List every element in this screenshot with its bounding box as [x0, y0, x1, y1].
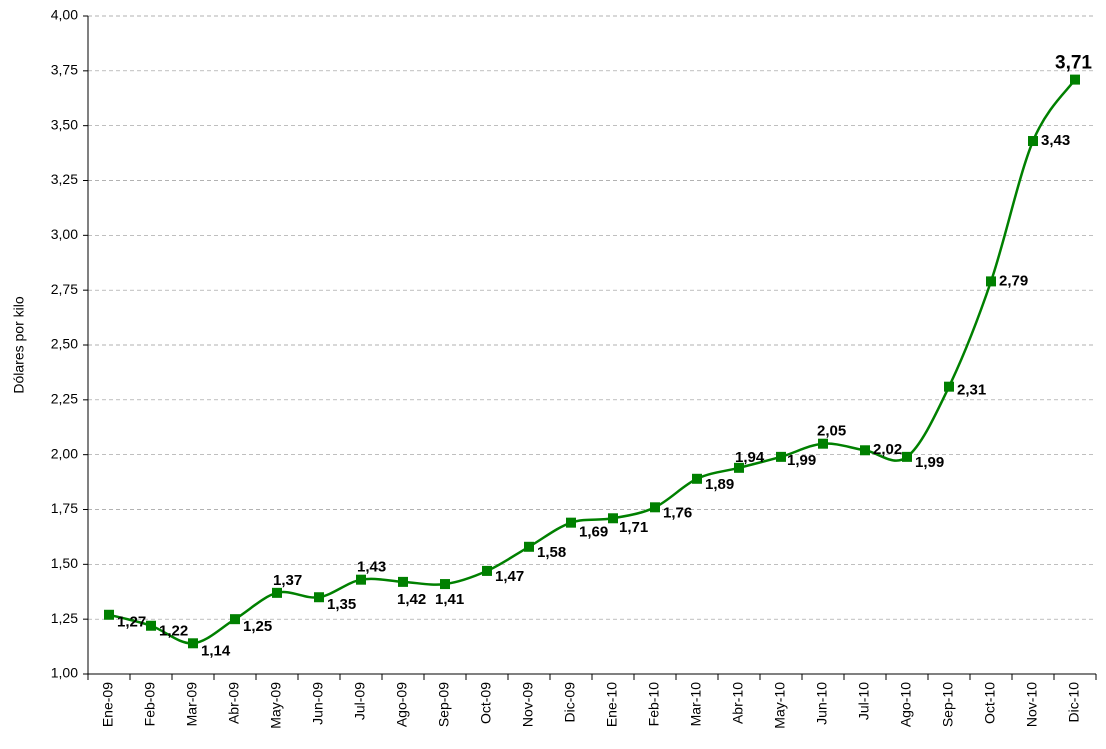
data-label: 3,71: [1055, 53, 1092, 74]
data-label: 1,58: [537, 544, 566, 561]
data-label: 1,27: [117, 614, 146, 631]
marker: [650, 502, 660, 513]
y-tick-label: 3,50: [51, 116, 78, 132]
x-tick-label: Dic-09: [562, 682, 578, 723]
data-line: [108, 78, 1077, 645]
y-tick-label: 3,00: [51, 226, 78, 242]
x-tick-label: Jun-09: [310, 682, 326, 725]
data-label: 1,25: [243, 618, 272, 635]
y-tick-label: 2,00: [51, 445, 78, 461]
x-tick-label: Feb-09: [142, 682, 158, 727]
data-label: 1,14: [201, 642, 231, 659]
y-tick-label: 1,50: [51, 555, 78, 571]
marker: [1028, 136, 1038, 147]
x-tick-label: Jul-09: [352, 682, 368, 720]
data-label: 1,43: [357, 559, 386, 576]
marker: [104, 609, 114, 620]
x-tick-label: Jun-10: [814, 682, 830, 725]
y-tick-label: 2,75: [51, 281, 78, 297]
data-label: 1,37: [273, 572, 302, 589]
x-tick-label: Nov-10: [1024, 682, 1040, 727]
marker: [860, 445, 870, 456]
x-tick-label: Ago-10: [898, 682, 914, 727]
x-tick-label: Oct-10: [982, 682, 998, 724]
x-tick-label: May-09: [268, 682, 284, 729]
x-tick-label: Mar-10: [688, 682, 704, 727]
y-tick-label: 1,75: [51, 500, 78, 516]
y-tick-label: 3,75: [51, 62, 78, 78]
y-tick-label: 2,50: [51, 336, 78, 352]
y-tick-label: 2,25: [51, 391, 78, 407]
y-tick-label: 1,25: [51, 610, 78, 626]
y-tick-label: 4,00: [51, 7, 78, 23]
x-tick-label: Mar-09: [184, 682, 200, 727]
data-label: 1,71: [619, 519, 648, 536]
data-label: 1,42: [397, 591, 426, 608]
data-label: 2,31: [957, 382, 986, 399]
marker: [902, 451, 912, 462]
x-tick-label: Ene-09: [100, 682, 116, 727]
data-label: 1,89: [705, 476, 734, 493]
marker: [188, 638, 198, 649]
marker: [734, 462, 744, 473]
marker: [356, 574, 366, 585]
x-tick-label: Sep-09: [436, 682, 452, 727]
y-tick-label: 1,00: [51, 665, 78, 681]
data-label: 1,41: [435, 591, 464, 608]
data-label: 3,43: [1041, 132, 1070, 149]
marker: [230, 614, 240, 625]
data-label: 1,99: [915, 454, 944, 471]
marker: [482, 565, 492, 576]
data-label: 1,22: [159, 623, 188, 640]
x-tick-label: Dic-10: [1066, 682, 1082, 723]
data-label: 1,94: [735, 449, 765, 466]
data-label: 1,69: [579, 524, 608, 541]
x-tick-label: Jul-10: [856, 682, 872, 720]
data-label: 2,02: [873, 441, 902, 458]
data-label: 1,47: [495, 568, 524, 585]
marker: [692, 473, 702, 484]
marker: [146, 620, 156, 631]
x-tick-label: Ene-10: [604, 682, 620, 727]
x-tick-label: Oct-09: [478, 682, 494, 724]
x-tick-label: Abr-10: [730, 682, 746, 724]
y-axis-label: Dólares por kilo: [11, 296, 27, 393]
y-tick-label: 3,25: [51, 171, 78, 187]
marker: [608, 513, 618, 524]
x-tick-label: Sep-10: [940, 682, 956, 727]
data-label: 1,35: [327, 596, 356, 613]
marker: [1070, 74, 1080, 85]
x-tick-label: Feb-10: [646, 682, 662, 727]
marker: [440, 579, 450, 590]
x-tick-label: May-10: [772, 682, 788, 729]
marker: [818, 438, 828, 449]
marker: [986, 276, 996, 287]
x-tick-label: Ago-09: [394, 682, 410, 727]
x-tick-label: Abr-09: [226, 682, 242, 724]
marker: [272, 587, 282, 598]
data-label: 2,79: [999, 272, 1028, 289]
data-label: 1,76: [663, 504, 692, 521]
marker: [524, 541, 534, 552]
data-label: 2,05: [817, 423, 846, 440]
marker: [398, 576, 408, 587]
marker: [314, 592, 324, 603]
marker: [776, 451, 786, 462]
data-label: 1,99: [787, 452, 816, 469]
marker: [944, 381, 954, 392]
marker: [566, 517, 576, 528]
x-tick-label: Nov-09: [520, 682, 536, 727]
